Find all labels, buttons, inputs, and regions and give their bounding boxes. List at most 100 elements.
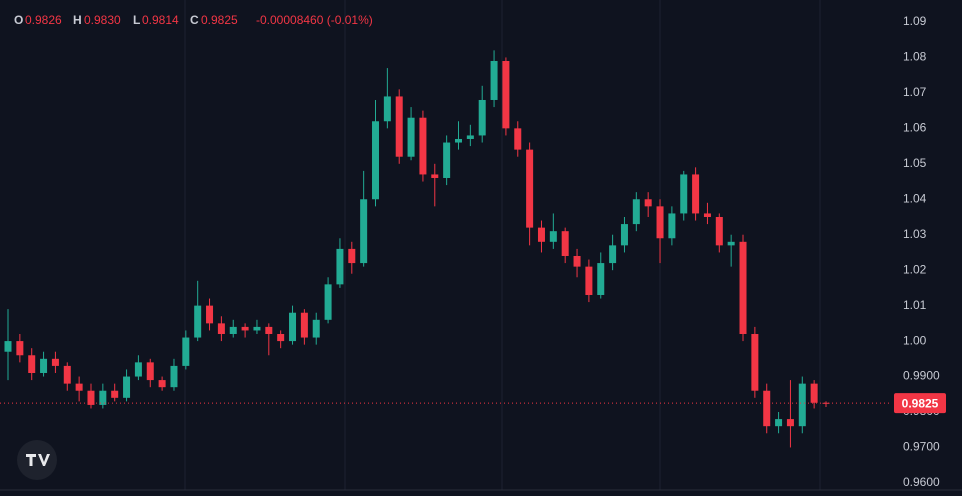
last-price-label: 0.9825 [902, 396, 939, 410]
candle-body [312, 319, 320, 338]
candle-body [502, 60, 510, 129]
candle-body [372, 121, 380, 200]
candle-body [241, 326, 249, 331]
o-value: 0.9826 [25, 13, 62, 27]
candle-body [478, 99, 486, 136]
candle-body [419, 117, 427, 175]
candle-body [4, 341, 12, 352]
candle-body [265, 326, 273, 334]
candle-body [597, 263, 605, 295]
y-tick-label: 1.07 [903, 85, 927, 99]
candle-body [490, 60, 498, 100]
candle-body [75, 383, 83, 391]
candle-body [692, 174, 700, 214]
y-tick-label: 0.9600 [903, 475, 940, 489]
logo [17, 440, 57, 480]
candle-body [585, 266, 593, 295]
c-key: C [190, 13, 199, 27]
candle-body [668, 213, 676, 239]
candle-body [170, 365, 178, 388]
candle-body [739, 241, 747, 334]
candle-body [763, 390, 771, 427]
candle-body [620, 224, 628, 246]
candle-body [324, 284, 332, 320]
candle-body [775, 419, 783, 427]
h-value: 0.9830 [84, 13, 121, 27]
candle-body [454, 138, 462, 143]
candle-body [99, 390, 107, 405]
candle-body [87, 390, 95, 405]
candle-body [51, 358, 59, 366]
candle-body [526, 149, 534, 228]
y-tick-label: 1.03 [903, 227, 927, 241]
candle-body [134, 362, 142, 377]
candle-body [229, 326, 237, 334]
candle-body [300, 312, 308, 338]
y-tick-label: 1.02 [903, 262, 927, 276]
o-key: O [14, 13, 23, 27]
y-tick-label: 1.00 [903, 333, 927, 347]
candle-body [194, 305, 202, 338]
candle-body [680, 174, 688, 214]
candle-body [644, 199, 652, 207]
candle-body [383, 96, 391, 122]
candle-body [786, 419, 794, 427]
candle-body [514, 128, 522, 150]
candle-body [217, 323, 225, 334]
candle-body [609, 245, 617, 264]
candle-body [407, 117, 415, 157]
vertical-grid [184, 0, 821, 490]
candle-body [182, 337, 190, 366]
candle-body [703, 213, 711, 217]
ohlc-header: O 0.9826 H 0.9830 L 0.9814 C 0.9825 -0.0… [14, 13, 373, 27]
y-tick-label: 1.08 [903, 50, 927, 64]
candle-body [656, 206, 664, 239]
l-key: L [133, 13, 140, 27]
h-key: H [73, 13, 82, 27]
candle-body [715, 216, 723, 246]
logo-badge [17, 440, 57, 480]
candle-body [727, 241, 735, 246]
candle-body [549, 231, 557, 242]
candle-body [443, 142, 451, 178]
y-tick-label: 1.04 [903, 191, 927, 205]
candle-body [123, 376, 131, 398]
y-tick-label: 1.06 [903, 121, 927, 135]
last-price-tag [894, 393, 946, 414]
candle-body [348, 248, 356, 264]
l-value: 0.9814 [142, 13, 179, 27]
candle-body [158, 380, 166, 388]
y-tick-label: 0.9900 [903, 369, 940, 383]
candle-body [16, 341, 24, 356]
candle-body [146, 362, 154, 381]
candle-body [63, 365, 71, 384]
candle-body [277, 333, 285, 342]
candle-body [822, 402, 830, 404]
y-tick-label: 0.9700 [903, 440, 940, 454]
candle-body [537, 227, 545, 242]
candle-body [360, 199, 368, 264]
candle-body [253, 326, 261, 331]
candle-body [395, 96, 403, 157]
candle-body [561, 231, 569, 256]
candle-body [573, 255, 581, 267]
c-value: 0.9825 [201, 13, 238, 27]
candle-body [206, 305, 214, 324]
candle-body [40, 358, 48, 373]
candle-body [632, 199, 640, 225]
candle-body [798, 383, 806, 427]
candle-body [28, 355, 36, 373]
y-tick-label: 1.05 [903, 156, 927, 170]
candle-body [431, 174, 439, 178]
logo-mark [26, 454, 50, 466]
change-value: -0.00008460 (-0.01%) [256, 13, 373, 27]
candle-body [751, 333, 759, 391]
y-tick-label: 1.01 [903, 298, 927, 312]
candle-body [810, 383, 818, 403]
candle-body [466, 135, 474, 139]
candle-body [111, 390, 119, 398]
candle-body [336, 248, 344, 285]
y-tick-label: 1.09 [903, 14, 927, 28]
